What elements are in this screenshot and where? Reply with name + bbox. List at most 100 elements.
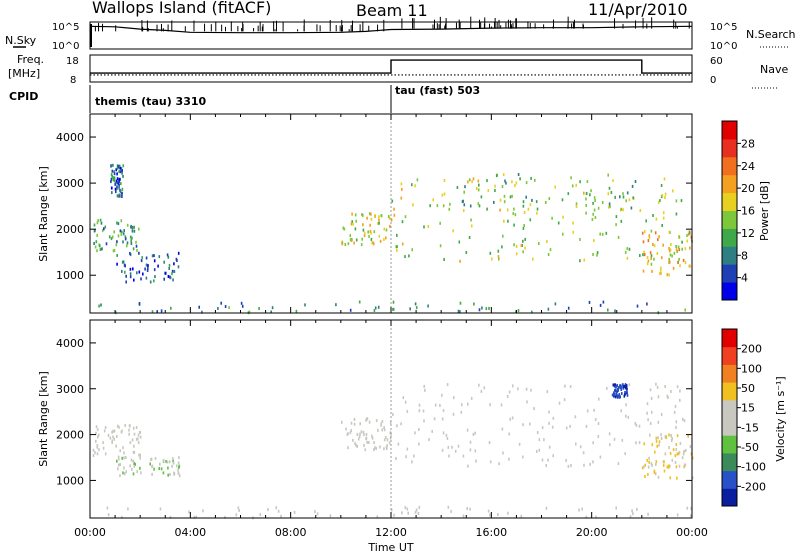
range-cell: [111, 191, 113, 195]
range-cell: [646, 262, 649, 266]
range-cell: [123, 456, 125, 460]
range-cell: [501, 185, 504, 188]
range-cell: [646, 256, 649, 259]
range-cell: [614, 383, 616, 387]
range-cell: [111, 439, 113, 443]
range-cell: [373, 441, 375, 445]
range-cell: [502, 173, 505, 177]
colorbar-tick-label: 28: [741, 137, 755, 150]
range-cell: [562, 232, 564, 236]
range-cell: [258, 307, 260, 310]
range-cell: [508, 390, 511, 394]
range-cell: [133, 225, 135, 229]
range-cell: [649, 251, 652, 255]
range-cell: [314, 510, 316, 514]
range-cell: [137, 437, 139, 441]
range-cell: [676, 385, 679, 389]
range-cell: [494, 189, 496, 192]
range-cell: [92, 448, 95, 452]
range-cell: [397, 442, 400, 446]
range-cell: [511, 194, 513, 198]
colorbar-cell: [722, 488, 737, 507]
range-cell: [361, 237, 363, 241]
range-cell: [675, 465, 678, 469]
range-cell: [401, 242, 404, 246]
range-cell: [121, 269, 123, 273]
range-cell: [653, 244, 656, 248]
range-cell: [396, 245, 398, 249]
range-cell: [116, 187, 118, 191]
range-cell: [650, 410, 653, 414]
range-cell: [113, 176, 116, 180]
range-cell: [636, 507, 638, 511]
range-cell: [472, 432, 475, 436]
range-cell: [414, 431, 416, 435]
range-cell: [624, 391, 626, 394]
range-cell: [674, 404, 677, 408]
range-cell: [378, 215, 380, 219]
range-cell: [644, 475, 646, 478]
range-cell: [662, 216, 665, 220]
range-cell: [622, 385, 625, 389]
range-cell: [657, 475, 660, 479]
range-cell: [615, 215, 618, 219]
range-cell: [469, 507, 471, 511]
range-cell: [612, 179, 614, 183]
range-cell: [175, 464, 178, 468]
range-cell: [123, 466, 125, 470]
range-cell: [670, 390, 672, 393]
range-cell: [404, 400, 407, 404]
range-cell: [112, 176, 114, 180]
range-cell: [530, 176, 532, 180]
range-cell: [111, 430, 113, 434]
range-cell: [96, 428, 99, 432]
range-cell: [377, 428, 379, 432]
range-cell: [536, 207, 539, 211]
range-cell: [507, 511, 509, 515]
range-cell: [201, 310, 203, 314]
colorbar-tick-label: 20: [741, 182, 755, 195]
range-cell: [685, 449, 687, 452]
range-cell: [122, 471, 124, 475]
range-cell: [96, 452, 99, 456]
range-cell: [514, 184, 516, 188]
range-cell: [125, 280, 127, 284]
range-cell: [178, 456, 180, 460]
range-cell: [541, 458, 544, 462]
range-cell: [195, 515, 197, 519]
range-cell: [193, 515, 196, 519]
range-cell: [132, 459, 134, 463]
range-cell: [601, 232, 604, 236]
range-cell: [386, 444, 388, 448]
range-cell: [548, 197, 551, 201]
range-cell: [625, 403, 627, 407]
range-cell: [625, 384, 628, 388]
range-cell: [177, 461, 180, 465]
range-cell: [371, 241, 373, 245]
range-cell: [97, 219, 99, 223]
range-cell: [680, 199, 683, 203]
range-cell: [104, 426, 107, 429]
range-cell: [116, 166, 119, 170]
range-cell: [98, 304, 100, 308]
range-cell: [370, 217, 373, 221]
range-cell: [149, 462, 151, 466]
range-cell: [396, 424, 398, 428]
range-cell: [486, 179, 488, 183]
range-cell: [682, 452, 685, 456]
range-cell: [613, 391, 615, 395]
range-cell: [676, 250, 679, 253]
range-cell: [358, 435, 361, 438]
range-cell: [131, 226, 134, 229]
range-cell: [128, 432, 130, 436]
range-cell: [678, 450, 681, 454]
range-cell: [466, 507, 468, 510]
range-cell: [167, 275, 170, 278]
range-cell: [101, 247, 103, 251]
range-cell: [157, 264, 159, 268]
range-cell: [343, 227, 346, 231]
range-cell: [508, 432, 510, 436]
range-cell: [383, 438, 386, 442]
y-tick-label: 4000: [56, 131, 84, 144]
